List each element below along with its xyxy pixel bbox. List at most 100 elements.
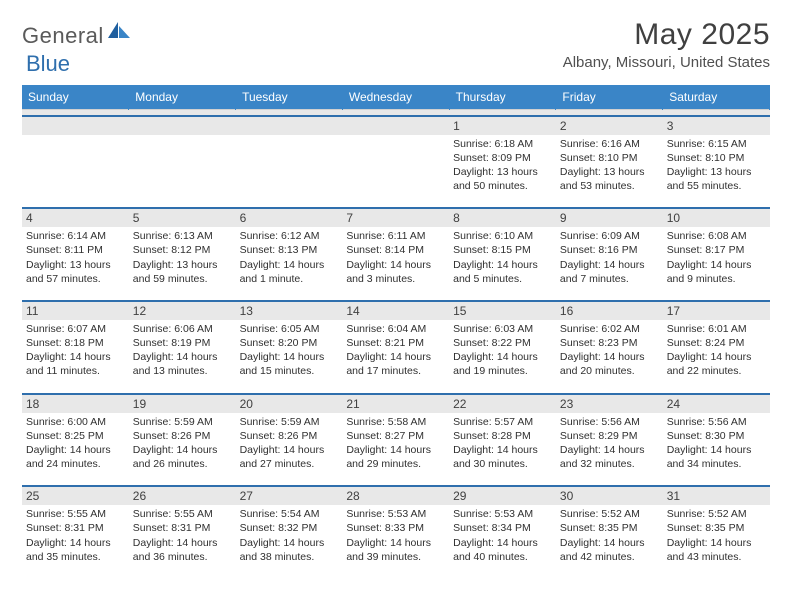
day-header: Wednesday	[342, 85, 449, 110]
daylight-text: Daylight: 13 hours and 50 minutes.	[453, 165, 552, 193]
day-body-cell: Sunrise: 5:52 AMSunset: 8:35 PMDaylight:…	[556, 505, 663, 578]
week-body-row: Sunrise: 6:00 AMSunset: 8:25 PMDaylight:…	[22, 413, 770, 487]
day-body-cell: Sunrise: 6:06 AMSunset: 8:19 PMDaylight:…	[129, 320, 236, 394]
day-body-cell: Sunrise: 6:11 AMSunset: 8:14 PMDaylight:…	[342, 227, 449, 301]
day-number-cell: 8	[449, 208, 556, 227]
sunset-text: Sunset: 8:30 PM	[667, 429, 766, 443]
day-body-cell: Sunrise: 5:56 AMSunset: 8:30 PMDaylight:…	[663, 413, 770, 487]
day-body-cell	[129, 135, 236, 209]
day-number-cell: 20	[236, 394, 343, 413]
day-number-cell: 2	[556, 116, 663, 135]
sunrise-text: Sunrise: 6:09 AM	[560, 229, 659, 243]
sunset-text: Sunset: 8:29 PM	[560, 429, 659, 443]
day-header-row: SundayMondayTuesdayWednesdayThursdayFrid…	[22, 85, 770, 110]
sunrise-text: Sunrise: 5:53 AM	[346, 507, 445, 521]
day-body-cell: Sunrise: 5:53 AMSunset: 8:33 PMDaylight:…	[342, 505, 449, 578]
sunrise-text: Sunrise: 6:14 AM	[26, 229, 125, 243]
day-number-cell	[236, 116, 343, 135]
day-number-cell: 4	[22, 208, 129, 227]
daylight-text: Daylight: 14 hours and 7 minutes.	[560, 258, 659, 286]
day-body-cell: Sunrise: 6:05 AMSunset: 8:20 PMDaylight:…	[236, 320, 343, 394]
calendar-body: 123Sunrise: 6:18 AMSunset: 8:09 PMDaylig…	[22, 110, 770, 578]
daylight-text: Daylight: 14 hours and 5 minutes.	[453, 258, 552, 286]
day-body-cell	[342, 135, 449, 209]
sunset-text: Sunset: 8:28 PM	[453, 429, 552, 443]
daylight-text: Daylight: 14 hours and 19 minutes.	[453, 350, 552, 378]
day-number-cell: 21	[342, 394, 449, 413]
sunset-text: Sunset: 8:31 PM	[26, 521, 125, 535]
day-body-cell: Sunrise: 6:02 AMSunset: 8:23 PMDaylight:…	[556, 320, 663, 394]
day-body-cell: Sunrise: 6:00 AMSunset: 8:25 PMDaylight:…	[22, 413, 129, 487]
daylight-text: Daylight: 14 hours and 35 minutes.	[26, 536, 125, 564]
sunset-text: Sunset: 8:26 PM	[133, 429, 232, 443]
day-body-cell: Sunrise: 6:16 AMSunset: 8:10 PMDaylight:…	[556, 135, 663, 209]
day-number-cell	[129, 116, 236, 135]
day-body-cell: Sunrise: 6:04 AMSunset: 8:21 PMDaylight:…	[342, 320, 449, 394]
day-number-cell: 6	[236, 208, 343, 227]
sunrise-text: Sunrise: 5:52 AM	[667, 507, 766, 521]
day-number-cell: 15	[449, 301, 556, 320]
day-body-cell	[22, 135, 129, 209]
day-number-cell: 23	[556, 394, 663, 413]
daylight-text: Daylight: 13 hours and 53 minutes.	[560, 165, 659, 193]
sunrise-text: Sunrise: 6:00 AM	[26, 415, 125, 429]
location-text: Albany, Missouri, United States	[563, 54, 770, 71]
sunset-text: Sunset: 8:13 PM	[240, 243, 339, 257]
day-number-cell: 12	[129, 301, 236, 320]
sunset-text: Sunset: 8:16 PM	[560, 243, 659, 257]
day-number-cell: 19	[129, 394, 236, 413]
day-header: Thursday	[449, 85, 556, 110]
day-header: Sunday	[22, 85, 129, 110]
sunrise-text: Sunrise: 5:53 AM	[453, 507, 552, 521]
day-number-cell: 27	[236, 486, 343, 505]
sunrise-text: Sunrise: 5:57 AM	[453, 415, 552, 429]
day-number-cell: 13	[236, 301, 343, 320]
daylight-text: Daylight: 13 hours and 59 minutes.	[133, 258, 232, 286]
daylight-text: Daylight: 14 hours and 26 minutes.	[133, 443, 232, 471]
sunrise-text: Sunrise: 6:11 AM	[346, 229, 445, 243]
sunrise-text: Sunrise: 5:58 AM	[346, 415, 445, 429]
sunset-text: Sunset: 8:10 PM	[560, 151, 659, 165]
day-number-cell: 16	[556, 301, 663, 320]
day-body-cell: Sunrise: 6:01 AMSunset: 8:24 PMDaylight:…	[663, 320, 770, 394]
day-number-cell	[342, 116, 449, 135]
day-number-cell: 31	[663, 486, 770, 505]
sunrise-text: Sunrise: 6:07 AM	[26, 322, 125, 336]
sunset-text: Sunset: 8:10 PM	[667, 151, 766, 165]
day-body-cell: Sunrise: 5:55 AMSunset: 8:31 PMDaylight:…	[129, 505, 236, 578]
day-header: Tuesday	[236, 85, 343, 110]
week-daynum-row: 45678910	[22, 208, 770, 227]
daylight-text: Daylight: 14 hours and 27 minutes.	[240, 443, 339, 471]
sunset-text: Sunset: 8:11 PM	[26, 243, 125, 257]
sunrise-text: Sunrise: 6:15 AM	[667, 137, 766, 151]
day-body-cell: Sunrise: 5:57 AMSunset: 8:28 PMDaylight:…	[449, 413, 556, 487]
daylight-text: Daylight: 14 hours and 36 minutes.	[133, 536, 232, 564]
day-body-cell: Sunrise: 6:14 AMSunset: 8:11 PMDaylight:…	[22, 227, 129, 301]
daylight-text: Daylight: 14 hours and 32 minutes.	[560, 443, 659, 471]
sunset-text: Sunset: 8:35 PM	[560, 521, 659, 535]
sunrise-text: Sunrise: 6:08 AM	[667, 229, 766, 243]
title-block: May 2025 Albany, Missouri, United States	[563, 18, 770, 71]
sunrise-text: Sunrise: 6:02 AM	[560, 322, 659, 336]
daylight-text: Daylight: 14 hours and 17 minutes.	[346, 350, 445, 378]
daylight-text: Daylight: 14 hours and 13 minutes.	[133, 350, 232, 378]
sunset-text: Sunset: 8:09 PM	[453, 151, 552, 165]
sunrise-text: Sunrise: 5:55 AM	[26, 507, 125, 521]
sunset-text: Sunset: 8:21 PM	[346, 336, 445, 350]
sunrise-text: Sunrise: 6:03 AM	[453, 322, 552, 336]
daylight-text: Daylight: 14 hours and 22 minutes.	[667, 350, 766, 378]
week-daynum-row: 11121314151617	[22, 301, 770, 320]
day-number-cell: 11	[22, 301, 129, 320]
daylight-text: Daylight: 14 hours and 38 minutes.	[240, 536, 339, 564]
sunset-text: Sunset: 8:12 PM	[133, 243, 232, 257]
daylight-text: Daylight: 13 hours and 57 minutes.	[26, 258, 125, 286]
sunset-text: Sunset: 8:20 PM	[240, 336, 339, 350]
day-header: Saturday	[663, 85, 770, 110]
day-body-cell: Sunrise: 5:55 AMSunset: 8:31 PMDaylight:…	[22, 505, 129, 578]
day-body-cell: Sunrise: 5:56 AMSunset: 8:29 PMDaylight:…	[556, 413, 663, 487]
day-number-cell: 9	[556, 208, 663, 227]
sunset-text: Sunset: 8:23 PM	[560, 336, 659, 350]
day-number-cell: 17	[663, 301, 770, 320]
sunrise-text: Sunrise: 5:59 AM	[133, 415, 232, 429]
sunrise-text: Sunrise: 5:56 AM	[667, 415, 766, 429]
